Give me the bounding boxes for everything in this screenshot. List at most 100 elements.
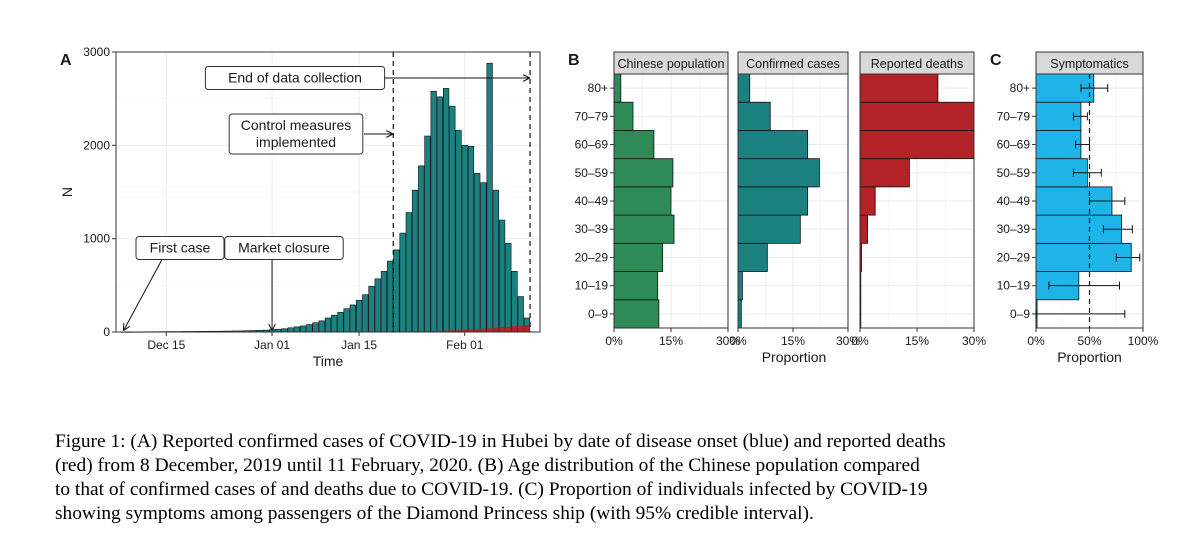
panel-a-y-axis-title: N [59,187,75,197]
panel-b-facet-1-bar [613,73,622,103]
panel-b-facet-3-bar [859,186,876,216]
panel-a-border [115,51,541,333]
case-bar [430,90,437,333]
death-bar [524,325,530,332]
death-bar [468,329,474,332]
panel-b-facet-1-x-tick-label: 15% [659,334,683,348]
case-bar [505,243,512,333]
panel-c-y-tick-label: 40–49 [997,194,1031,208]
panel-b-facet-1-bar [613,186,672,216]
case-bar [511,271,518,333]
panel-b-facet-1-y-tick-label: 60–69 [575,138,609,152]
panel-b-facet-3-x-tick-label: 15% [905,334,929,348]
panel-a-letter: A [60,52,72,69]
case-bar [331,314,338,333]
panel-b-facet-3-x-tick-label: 30% [962,334,986,348]
case-bar [455,130,462,333]
panel-c-y-tick-label: 0–9 [1010,307,1030,321]
panel-b-facet-3-bar [859,73,939,103]
panel-b-facet-2-bar [737,73,751,103]
case-bar [443,88,450,333]
panel-b-facet-2-strip-title: Confirmed cases [746,57,840,71]
case-bar [324,317,332,333]
death-bar [499,327,505,332]
case-bar [418,165,425,333]
panel-c-bar [1035,242,1132,272]
case-bar [449,105,456,333]
case-bar [312,322,319,333]
panel-c-y-tick-label: 20–29 [997,250,1031,264]
panel-c-bar [1035,130,1082,160]
annotation-control-measures-label: Control measures [241,117,352,133]
panel-b-facet-1-y-tick-label: 70–79 [575,109,609,123]
panel-b-facet-3-bar [859,214,868,244]
panel-b-facet-1-bar [613,130,655,160]
panel-b-facet-2-bar [737,158,820,188]
panel-a-x-tick-label: Jan 15 [341,338,377,352]
annotation-control-measures-label: implemented [256,134,336,150]
death-bar [511,326,518,332]
case-bar [349,304,356,333]
case-bar [498,219,506,333]
panel-b-facet-3-bar [859,158,910,188]
case-bar [374,278,381,333]
panel-c-y-tick-label: 80+ [1010,81,1030,95]
case-bar [405,212,412,333]
annotation-first-case-label: First case [150,240,211,256]
panel-a-x-tick-label: Jan 01 [254,338,290,352]
panel-b-facet-1-strip-title: Chinese population [617,57,724,71]
annotation-end-data-box [204,66,386,90]
panel-b-facet-2-bar [737,101,771,131]
panel-c-x-tick-label: 100% [1128,334,1159,348]
case-bar [318,320,325,333]
case-bar [287,327,294,333]
annotation-first-case-arrow [124,259,163,331]
panel-c-y-tick-label: 30–39 [997,222,1031,236]
annotation-control-measures-box [228,113,364,155]
panel-b-facet-1-bar [613,101,634,131]
case-bar [467,145,475,333]
case-bar [387,260,394,333]
panel-b-facet-1-bar [613,158,674,188]
panel-b-facet-1-y-tick-label: 30–39 [575,222,609,236]
death-bar [449,330,456,332]
figure-caption: Figure 1: (A) Reported confirmed cases o… [55,431,946,524]
death-bar [443,330,449,332]
panel-b-facet-1-y-tick-label: 0–9 [588,307,608,321]
panel-b-facet-1-bar [613,214,675,244]
panel-b-facet-3-bar [859,130,975,160]
panel-b-facet-1-bar [613,299,660,329]
panel-a-y-tick-label: 0 [103,325,110,339]
panel-a-y-tick-label: 3000 [83,45,110,59]
panel-c-x-axis-title: Proportion [1057,349,1122,365]
case-bar [368,285,375,333]
panel-c-strip-title: Symptomatics [1050,57,1129,71]
panel-b-letter: B [568,52,580,69]
death-bar [480,328,487,332]
case-bar [355,299,363,333]
case-bar [300,325,307,333]
panel-b-facet-3-x-tick-label: 0% [851,334,869,348]
case-bar [424,135,431,333]
panel-b-facet-1-bar [613,271,659,301]
panel-b-facet-3-bar [859,101,975,131]
case-bar [461,145,468,333]
panel-c-letter: C [990,52,1002,69]
panel-a-x-tick-label: Dec 15 [147,338,185,352]
case-bar [306,324,313,333]
panel-b-facet-1-y-tick-label: 50–59 [575,166,609,180]
death-bar [517,325,524,332]
panel-c-x-tick-label: 0% [1027,334,1045,348]
panel-a-x-axis-title: Time [313,353,344,369]
case-bar [486,62,493,333]
panel-a-y-tick-label: 1000 [83,232,110,246]
case-bar [480,182,487,333]
panel-b-facet-3-strip-title: Reported deaths [871,57,963,71]
case-bar [343,308,350,333]
case-bar [393,249,400,333]
case-bar [492,189,499,333]
annotation-end-data-label: End of data collection [228,70,362,86]
panel-b-facet-2-bar [737,186,809,216]
panel-c-x-tick-label: 50% [1077,334,1101,348]
death-bar [437,330,443,332]
